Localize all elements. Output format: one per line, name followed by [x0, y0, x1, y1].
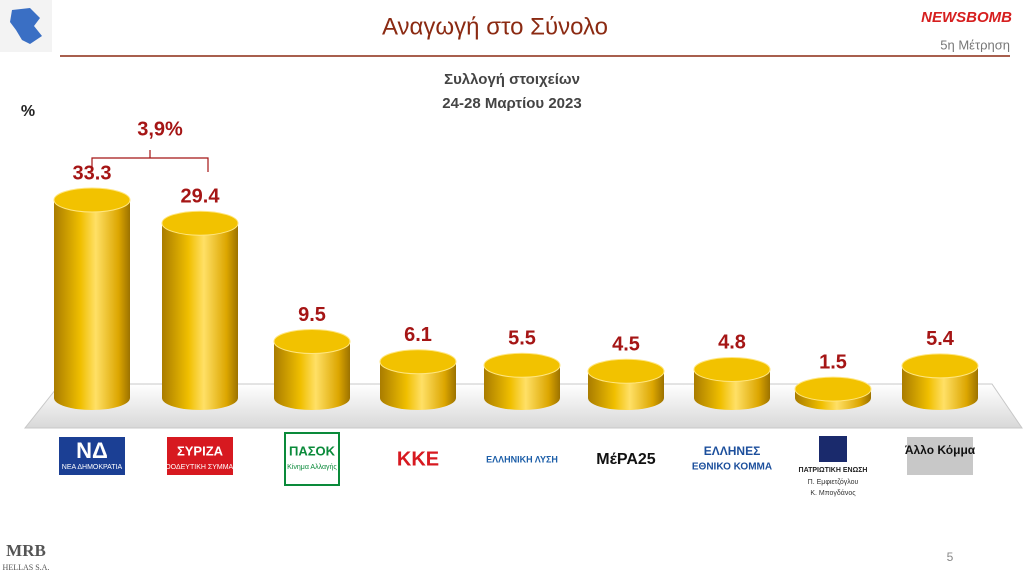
- bar: [274, 341, 350, 410]
- value-label: 4.8: [718, 332, 746, 354]
- x-tick-label: ΜέΡΑ25: [596, 451, 655, 468]
- bar-top: [587, 358, 665, 384]
- value-label: 29.4: [181, 185, 221, 207]
- bar-top: [53, 187, 131, 213]
- x-tick-label: ΣΥΡΙΖΑ: [177, 443, 224, 458]
- wave: 5η Μέτρηση: [940, 37, 1010, 52]
- bar-top: [693, 356, 771, 382]
- value-label: 5.4: [926, 328, 955, 350]
- x-tick-sublabel: ΠΡΟΟΔΕΥΤΙΚΗ ΣΥΜΜΑΧΙΑ: [156, 464, 245, 471]
- x-tick-label: Άλλο Κόμμα: [905, 443, 976, 457]
- chart-title: Συλλογή στοιχείων: [444, 71, 580, 88]
- map-icon: [10, 8, 42, 44]
- category-logo-box: [907, 437, 973, 475]
- x-tick-label: ΚΚΕ: [397, 448, 439, 470]
- bar: [380, 361, 456, 410]
- category-logo-box: [59, 437, 125, 475]
- category-logo-box: [167, 437, 233, 475]
- bar: [54, 200, 130, 410]
- x-tick-label: ΠΑΣΟΚ: [289, 443, 336, 458]
- category-logo-emblem: [819, 436, 847, 462]
- brand: NEWSBOMB: [921, 9, 1012, 26]
- difference-label: 3,9%: [137, 118, 183, 140]
- bar-top: [901, 353, 979, 379]
- bar-top: [483, 352, 561, 378]
- footer-logo: MRB: [6, 541, 46, 560]
- value-label: 4.5: [612, 334, 640, 356]
- x-tick-label: ΝΔ: [76, 438, 108, 463]
- x-tick-sublabel: Κίνημα Αλλαγής: [287, 463, 337, 471]
- x-tick-sublabel: ΕΘΝΙΚΟ ΚΟΜΜΑ: [692, 462, 772, 473]
- slide-title: Αναγωγή στο Σύνολο: [382, 13, 608, 40]
- page-number: 5: [947, 550, 954, 564]
- bar: [162, 223, 238, 410]
- difference-bracket: [91, 150, 209, 172]
- bar-top: [794, 376, 872, 402]
- bar-top: [273, 329, 351, 355]
- x-tick-sublabel: ΝΕΑ ΔΗΜΟΚΡΑΤΙΑ: [62, 464, 123, 471]
- x-tick-label: ΠΑΤΡΙΩΤΙΚΗ ΕΝΩΣΗ: [799, 467, 868, 474]
- bar-top: [379, 349, 457, 375]
- value-label: 6.1: [404, 324, 432, 346]
- category-logo-box: [284, 432, 340, 486]
- x-tick-label: ΕΛΛΗΝΙΚΗ ΛΥΣΗ: [486, 454, 558, 464]
- value-label: 33.3: [73, 162, 112, 184]
- x-tick-sublabel: Π. Εμφιετζόγλου: [808, 478, 859, 486]
- value-label: 5.5: [508, 328, 536, 350]
- bar-top: [161, 210, 239, 236]
- value-label: 1.5: [819, 351, 847, 373]
- y-unit: %: [21, 103, 35, 120]
- value-label: 9.5: [298, 304, 326, 326]
- bar: [902, 365, 978, 410]
- x-tick-label: ΕΛΛΗΝΕΣ: [704, 444, 761, 458]
- footer-logo-sub: HELLAS S.A.: [3, 563, 50, 572]
- bar: [484, 365, 560, 410]
- chart-subtitle: 24-28 Μαρτίου 2023: [442, 95, 581, 112]
- x-tick-sublabel: Κ. Μπογδάνος: [810, 489, 856, 497]
